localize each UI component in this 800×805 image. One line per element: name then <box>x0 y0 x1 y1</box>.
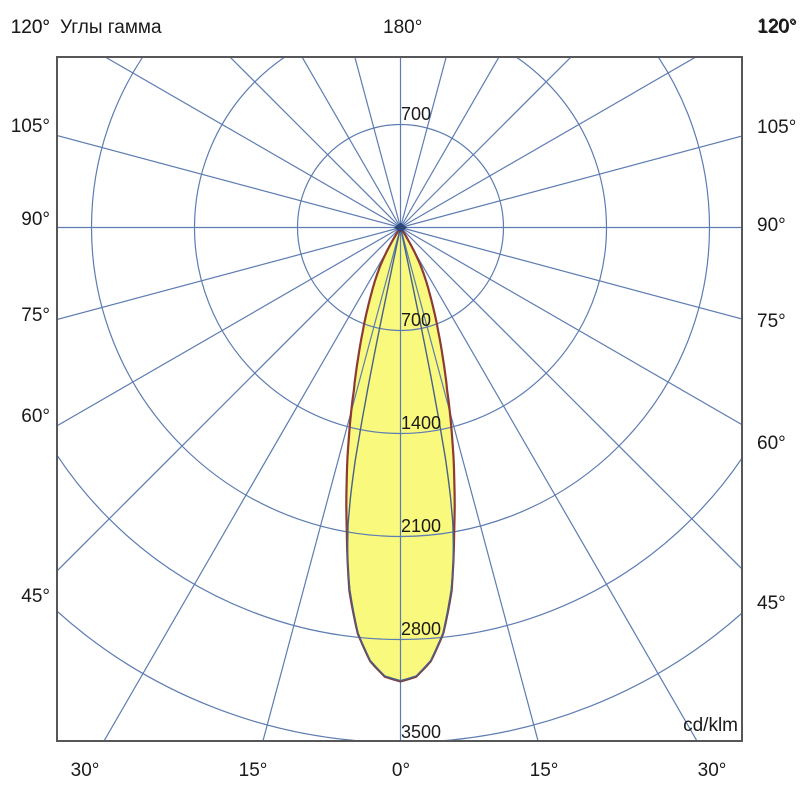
gamma-label-right-90: 90° <box>757 215 786 236</box>
gamma-label-left-105: 105° <box>11 116 50 137</box>
grid-ray-315 <box>0 228 401 801</box>
radial-label-700-0: 700 <box>401 104 431 124</box>
grid-ray-45 <box>401 228 800 801</box>
gamma-label-bottom-1-15: 15° <box>239 760 268 781</box>
gamma-label-left-120: 120° <box>11 17 50 38</box>
gamma-label-left-60: 60° <box>21 406 50 427</box>
radial-label-1400-2: 1400 <box>401 413 441 433</box>
gamma-label-bottom-4-30: 30° <box>698 760 727 781</box>
radial-label-3500-5: 3500 <box>401 722 441 742</box>
radial-label-2100-3: 2100 <box>401 516 441 536</box>
unit-label: cd/klm <box>683 715 738 736</box>
gamma-label-bottom-3-15: 15° <box>530 760 559 781</box>
grid-ray-120 <box>401 0 800 228</box>
gamma-label-left-45: 45° <box>21 586 50 607</box>
gamma-label-right-45: 45° <box>757 593 786 614</box>
gamma-label-right-120: 120° <box>757 16 796 37</box>
grid-ray-330 <box>0 228 401 801</box>
chart-title: Углы гамма <box>60 17 162 38</box>
radial-label-2800-4: 2800 <box>401 619 441 639</box>
grid-ray-30 <box>401 228 800 801</box>
gamma-label-left-75: 75° <box>21 305 50 326</box>
gamma-label-bottom-0-30: 30° <box>71 760 100 781</box>
radial-label-700-1: 700 <box>401 310 431 330</box>
gamma-label-right-105: 105° <box>757 117 796 138</box>
center-marker <box>394 223 407 233</box>
gamma-label-right-60: 60° <box>757 433 786 454</box>
gamma-label-left-90: 90° <box>21 209 50 230</box>
gamma-label-bottom-2-0: 0° <box>392 760 410 781</box>
gamma-label-right-75: 75° <box>757 311 786 332</box>
top-center-gamma-label: 180° <box>383 17 422 38</box>
